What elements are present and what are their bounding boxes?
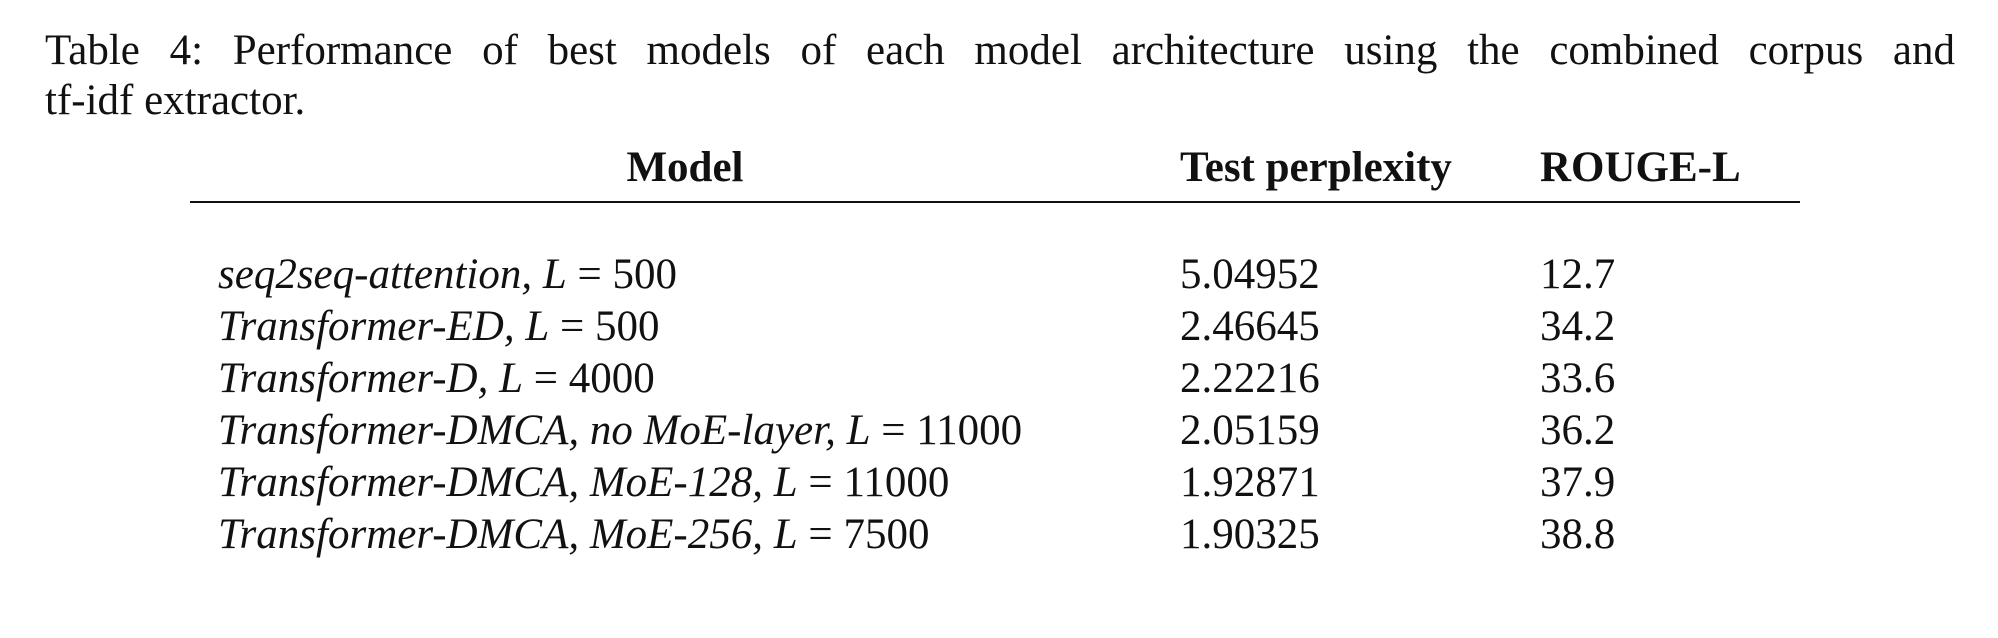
model-length-value: 4000 (568, 355, 655, 402)
math-equals: = (549, 303, 596, 350)
model-cell: Transformer-DMCA, MoE-256, L = 7500 (190, 509, 1180, 561)
test-perplexity-cell: 2.05159 (1180, 407, 1320, 454)
table-caption: Table 4: Performance of best models of e… (45, 26, 1955, 126)
caption-line-2: tf-idf extractor. (45, 77, 306, 124)
math-l-symbol: L (525, 303, 550, 350)
test-perplexity-cell: 1.92871 (1180, 459, 1320, 506)
rouge-l-cell: 36.2 (1540, 407, 1616, 454)
table-row: seq2seq-attention, L = 500 5.04952 12.7 (190, 249, 1800, 301)
model-length-value: 7500 (843, 511, 930, 558)
math-equals: = (566, 251, 613, 298)
results-table: Model Test perplexity ROUGE-L seq2seq-at… (190, 142, 1800, 561)
table-row: Transformer-D, L = 4000 2.22216 33.6 (190, 353, 1800, 405)
table-row: Transformer-ED, L = 500 2.46645 34.2 (190, 301, 1800, 353)
header-spacer (190, 202, 1800, 249)
test-perplexity-cell: 2.46645 (1180, 303, 1320, 350)
table-row: Transformer-DMCA, no MoE-layer, L = 1100… (190, 405, 1800, 457)
header-test-perplexity: Test perplexity (1180, 142, 1540, 203)
math-l-symbol: L (499, 355, 523, 402)
model-cell: Transformer-DMCA, MoE-128, L = 11000 (190, 457, 1180, 509)
table-row: Transformer-DMCA, MoE-256, L = 7500 1.90… (190, 509, 1800, 561)
model-name: Transformer-DMCA, no MoE-layer, (218, 407, 836, 454)
model-cell: Transformer-D, L = 4000 (190, 353, 1180, 405)
model-name: Transformer-DMCA, MoE-128, (218, 459, 763, 506)
rouge-l-cell: 34.2 (1540, 303, 1616, 350)
header-rouge-l: ROUGE-L (1540, 142, 1800, 203)
table-header-row: Model Test perplexity ROUGE-L (190, 142, 1800, 203)
math-l-symbol: L (846, 407, 871, 454)
math-equals: = (797, 511, 844, 558)
test-perplexity-cell: 5.04952 (1180, 251, 1320, 298)
table-row: Transformer-DMCA, MoE-128, L = 11000 1.9… (190, 457, 1800, 509)
model-name: Transformer-ED, (218, 303, 515, 350)
math-l-symbol: L (773, 459, 798, 506)
math-equals: = (797, 459, 844, 506)
math-equals: = (523, 355, 569, 402)
model-length-value: 11000 (843, 459, 950, 506)
model-cell: seq2seq-attention, L = 500 (190, 249, 1180, 301)
math-l-symbol: L (773, 511, 798, 558)
test-perplexity-cell: 1.90325 (1180, 511, 1320, 558)
math-equals: = (870, 407, 917, 454)
rouge-l-cell: 33.6 (1540, 355, 1616, 402)
caption-line-1: Table 4: Performance of best models of e… (45, 27, 1955, 74)
rouge-l-cell: 38.8 (1540, 511, 1616, 558)
model-cell: Transformer-DMCA, no MoE-layer, L = 1100… (190, 405, 1180, 457)
model-length-value: 11000 (916, 407, 1023, 454)
model-name: Transformer-D, (218, 355, 489, 402)
rouge-l-cell: 37.9 (1540, 459, 1616, 506)
model-length-value: 500 (612, 251, 678, 298)
model-name: Transformer-DMCA, MoE-256, (218, 511, 763, 558)
header-model: Model (190, 142, 1180, 203)
test-perplexity-cell: 2.22216 (1180, 355, 1320, 402)
model-name: seq2seq-attention, (218, 251, 533, 298)
rouge-l-cell: 12.7 (1540, 251, 1616, 298)
model-cell: Transformer-ED, L = 500 (190, 301, 1180, 353)
math-l-symbol: L (542, 251, 567, 298)
model-length-value: 500 (595, 303, 660, 350)
